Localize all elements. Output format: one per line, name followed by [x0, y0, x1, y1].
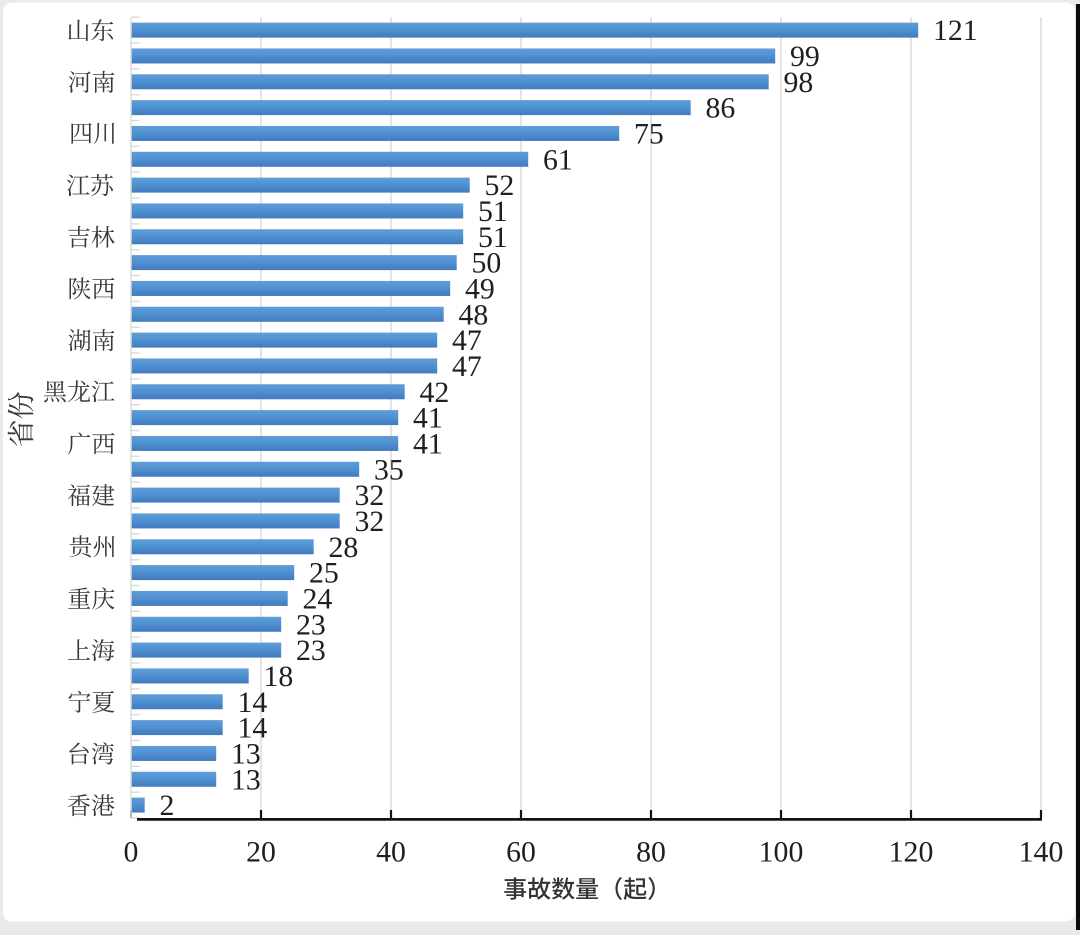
svg-text:40: 40	[376, 835, 406, 868]
svg-text:41: 41	[413, 428, 443, 461]
svg-text:32: 32	[355, 505, 385, 538]
svg-text:18: 18	[264, 660, 294, 693]
svg-text:24: 24	[303, 583, 333, 616]
svg-text:23: 23	[296, 634, 326, 667]
svg-text:23: 23	[296, 608, 326, 641]
svg-text:47: 47	[452, 324, 482, 357]
svg-text:80: 80	[636, 835, 666, 868]
svg-text:13: 13	[231, 763, 261, 796]
svg-text:51: 51	[478, 195, 508, 228]
svg-text:60: 60	[506, 835, 536, 868]
svg-text:61: 61	[543, 143, 573, 176]
svg-text:2: 2	[160, 789, 175, 822]
svg-text:100: 100	[759, 835, 804, 868]
svg-text:49: 49	[465, 273, 495, 306]
svg-text:98: 98	[784, 66, 814, 99]
svg-text:41: 41	[413, 402, 443, 435]
svg-text:35: 35	[374, 453, 404, 486]
svg-text:75: 75	[634, 118, 664, 151]
svg-text:28: 28	[329, 531, 359, 564]
svg-text:121: 121	[933, 14, 978, 47]
svg-text:42: 42	[420, 376, 450, 409]
svg-text:99: 99	[790, 40, 820, 73]
svg-text:25: 25	[309, 557, 339, 590]
svg-text:0: 0	[124, 835, 139, 868]
svg-text:50: 50	[472, 247, 502, 280]
svg-text:20: 20	[246, 835, 276, 868]
svg-text:140: 140	[1019, 835, 1064, 868]
svg-text:32: 32	[355, 479, 385, 512]
svg-text:120: 120	[889, 835, 934, 868]
svg-text:13: 13	[231, 738, 261, 771]
svg-text:52: 52	[485, 169, 515, 202]
svg-text:14: 14	[238, 686, 268, 719]
svg-text:14: 14	[238, 712, 268, 745]
svg-text:48: 48	[459, 298, 489, 331]
svg-text:86: 86	[706, 92, 736, 125]
svg-text:47: 47	[452, 350, 482, 383]
svg-text:51: 51	[478, 221, 508, 254]
